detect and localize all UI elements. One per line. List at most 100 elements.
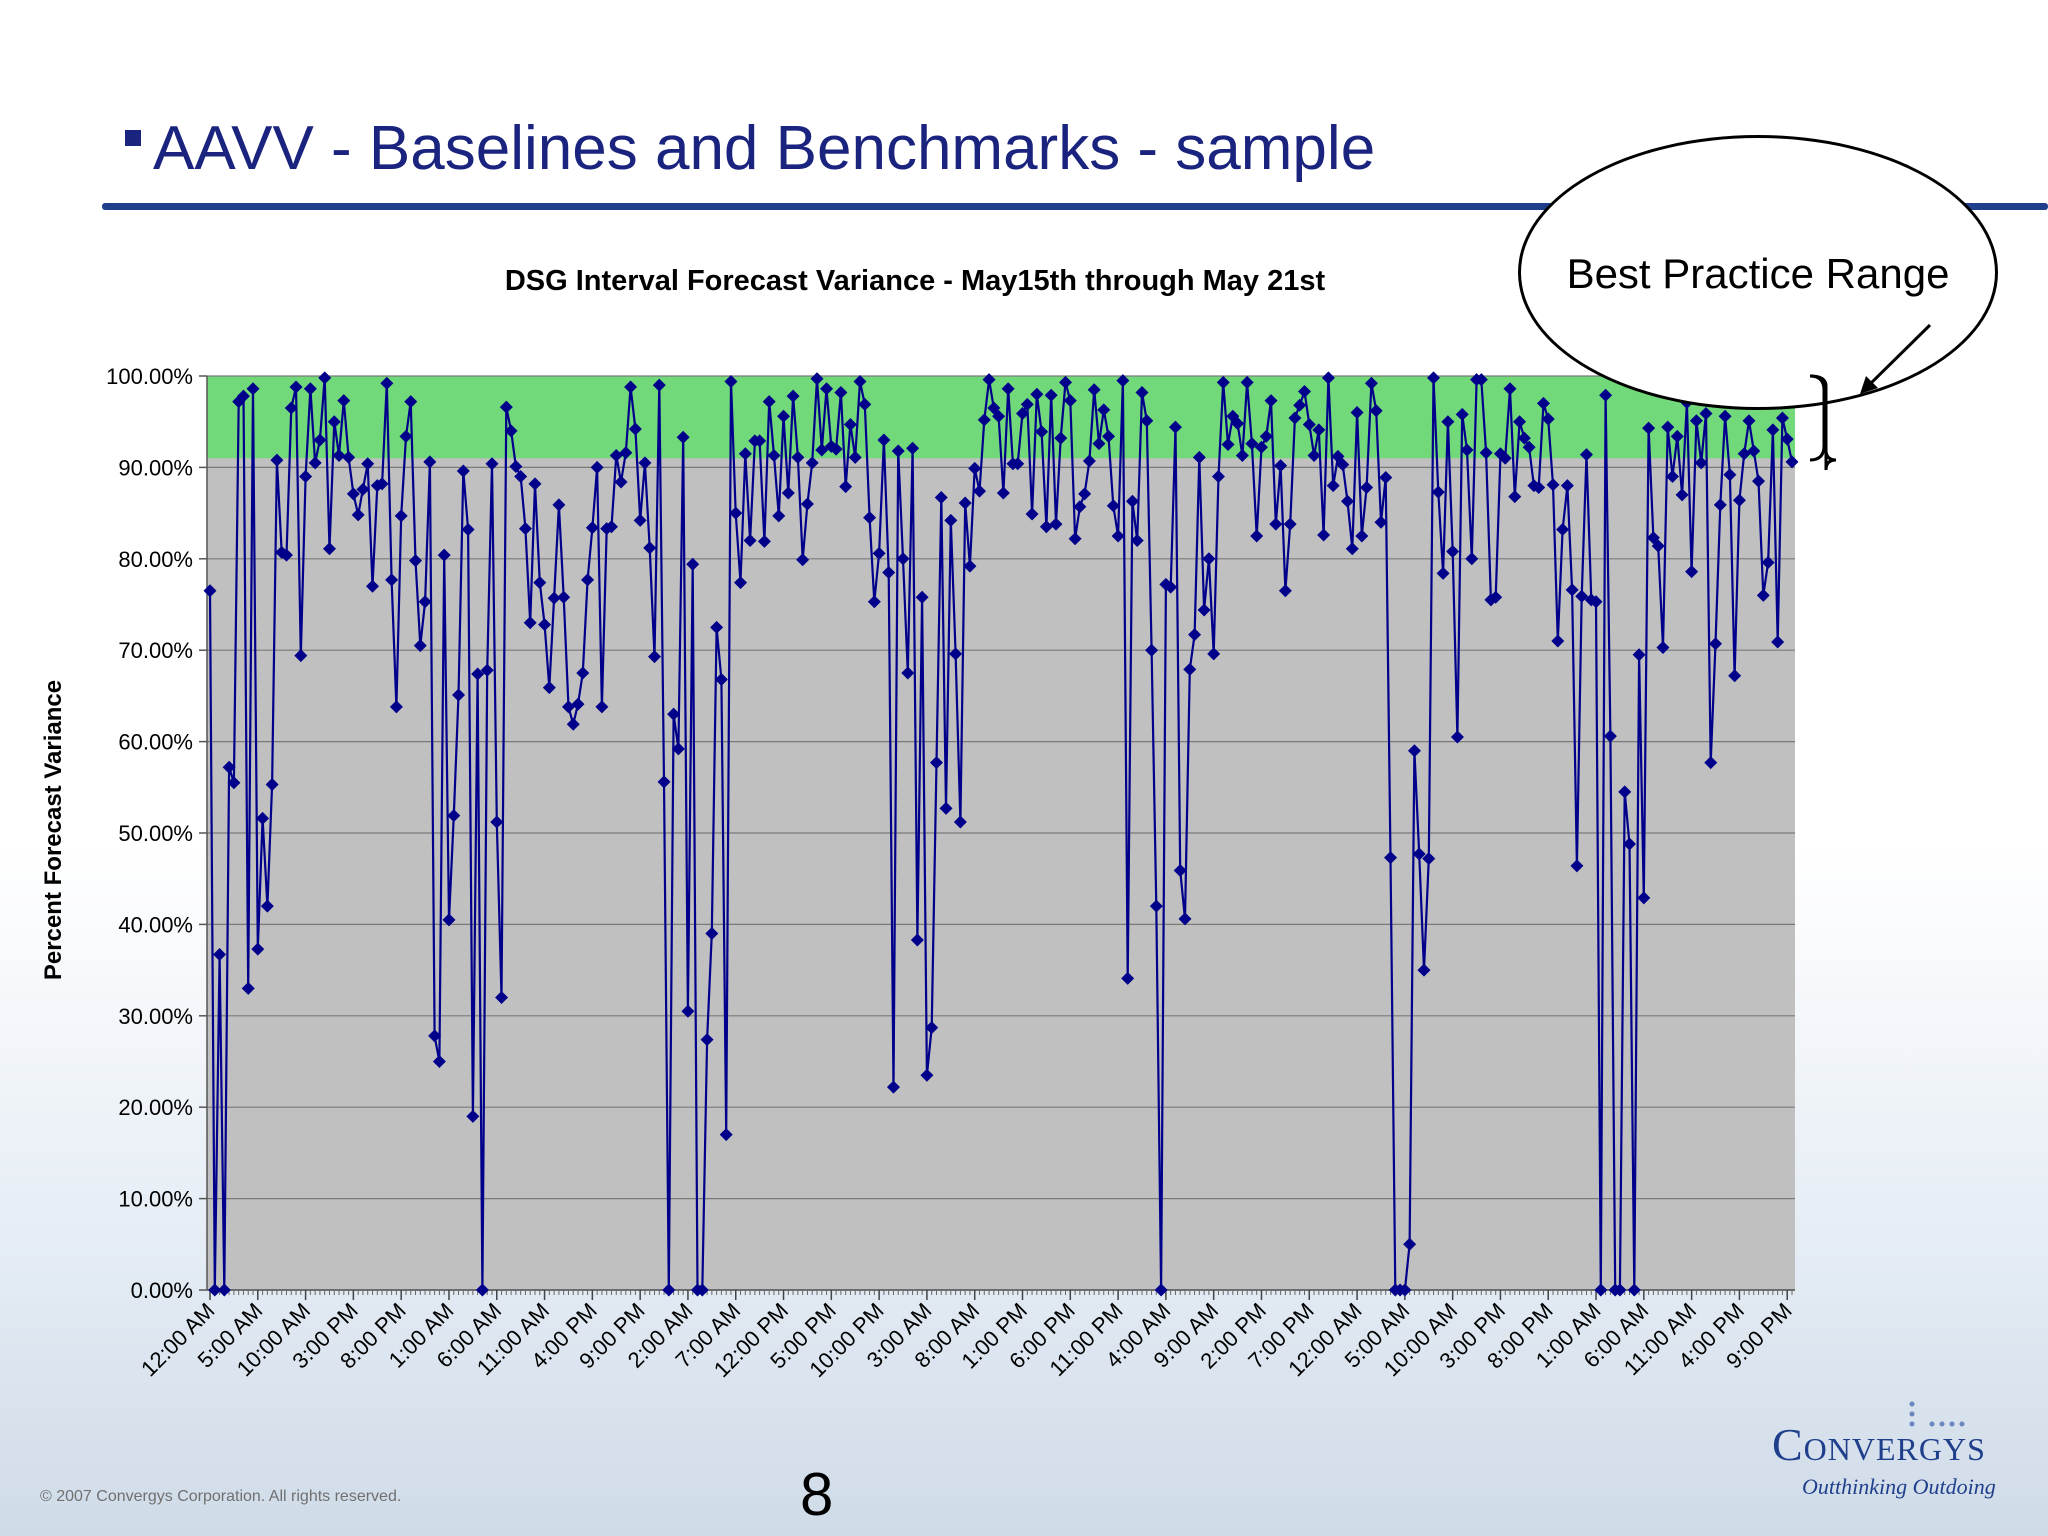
data-point — [542, 681, 556, 695]
data-point — [977, 413, 991, 427]
data-point — [375, 477, 389, 491]
range-bracket-icon — [1809, 374, 1837, 471]
data-point — [1756, 588, 1770, 602]
data-point — [1336, 458, 1350, 472]
data-point — [485, 457, 499, 471]
data-point — [882, 566, 896, 580]
data-point — [528, 477, 542, 491]
range-brace-icon — [1809, 374, 1826, 462]
data-point — [1403, 1237, 1417, 1251]
data-point — [1709, 637, 1723, 651]
data-point — [643, 541, 657, 555]
data-point — [734, 576, 748, 590]
data-point — [1752, 474, 1766, 488]
data-point — [1240, 375, 1254, 389]
data-point — [839, 480, 853, 494]
legend-label: Best Practice Range — [1566, 250, 1950, 297]
data-point — [294, 649, 308, 663]
data-point — [877, 433, 891, 447]
data-point — [1188, 628, 1202, 642]
data-point — [1637, 891, 1651, 905]
data-point — [437, 548, 451, 562]
data-point — [1656, 640, 1670, 654]
data-point — [1221, 438, 1235, 452]
data-point — [1431, 485, 1445, 499]
data-point — [1446, 544, 1460, 558]
data-point — [671, 742, 685, 756]
y-tick-label: 60.00% — [118, 730, 193, 755]
data-point — [1030, 387, 1044, 401]
data-point — [810, 372, 824, 386]
data-point — [1627, 1283, 1641, 1297]
data-point — [1011, 457, 1025, 471]
data-point — [1192, 450, 1206, 464]
data-point — [1116, 374, 1130, 388]
data-point — [1082, 454, 1096, 468]
data-point — [781, 486, 795, 500]
data-point — [1723, 468, 1737, 482]
data-point — [834, 385, 848, 399]
data-point — [695, 1283, 709, 1297]
square-bullet-icon — [125, 130, 141, 146]
data-point — [1546, 478, 1560, 492]
data-point — [1579, 448, 1593, 462]
data-point — [963, 559, 977, 573]
data-point — [609, 449, 623, 463]
data-point — [1020, 397, 1034, 411]
data-point — [1293, 398, 1307, 412]
data-point — [1121, 971, 1135, 985]
data-point — [428, 1029, 442, 1043]
data-point — [1097, 403, 1111, 417]
data-point — [222, 760, 236, 774]
data-point — [743, 534, 757, 548]
data-point — [1331, 449, 1345, 463]
data-point — [432, 1055, 446, 1068]
callout-arrow-icon — [1862, 323, 1932, 392]
data-point — [1321, 371, 1335, 385]
data-point — [1565, 583, 1579, 597]
data-point — [279, 548, 293, 562]
data-point — [1417, 963, 1431, 977]
data-point — [1140, 414, 1154, 428]
title-rule — [102, 203, 2048, 210]
data-point — [652, 378, 666, 392]
data-point — [1326, 479, 1340, 493]
data-point — [1207, 647, 1221, 661]
data-point — [303, 382, 317, 396]
data-point — [1001, 382, 1015, 396]
data-point — [576, 666, 590, 680]
data-point — [820, 382, 834, 396]
data-point — [318, 371, 332, 385]
data-point — [1197, 603, 1211, 617]
data-point — [1288, 411, 1302, 425]
y-tick-label: 70.00% — [118, 638, 193, 663]
data-point — [1168, 420, 1182, 434]
data-point — [1441, 415, 1455, 429]
data-point — [791, 450, 805, 464]
y-tick-label: 0.00% — [131, 1278, 193, 1303]
data-point — [1689, 414, 1703, 428]
data-point — [992, 409, 1006, 423]
data-point — [1149, 899, 1163, 913]
data-point — [1016, 406, 1030, 420]
data-point — [1374, 515, 1388, 529]
data-point — [915, 590, 929, 604]
data-point — [1164, 580, 1178, 594]
data-point — [595, 700, 609, 714]
data-point — [557, 590, 571, 604]
data-point — [394, 509, 408, 523]
data-point — [676, 430, 690, 444]
data-point — [380, 376, 394, 390]
data-point — [848, 450, 862, 464]
data-point — [1427, 371, 1441, 385]
data-point — [1771, 635, 1785, 649]
data-point — [1670, 429, 1684, 443]
data-point — [906, 441, 920, 455]
data-point — [1455, 407, 1469, 421]
data-point — [337, 394, 351, 408]
data-point — [547, 591, 561, 605]
data-point — [1489, 590, 1503, 604]
data-point — [1732, 493, 1746, 507]
